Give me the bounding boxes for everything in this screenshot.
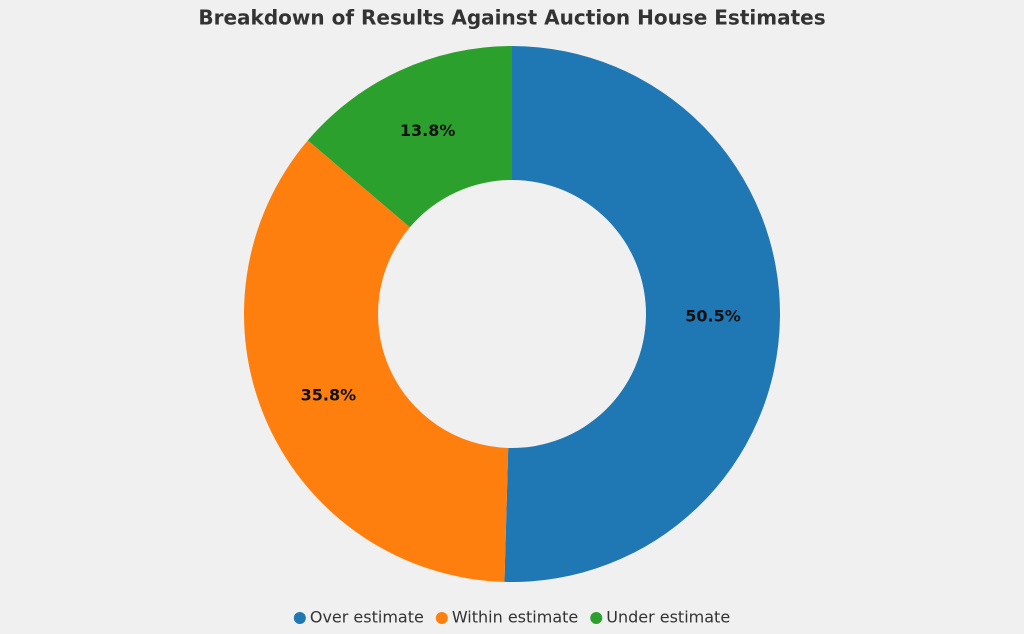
donut-slice [504,46,781,583]
legend: Over estimate Within estimate Under estima… [293,608,730,627]
legend-marker [435,612,448,624]
legend-label: Within estimate [452,608,578,627]
donut-slice [244,140,509,582]
data-label: 50.5% [685,306,741,325]
legend-label: Over estimate [310,608,424,627]
donut-slice [307,45,512,228]
legend-marker [293,612,306,624]
data-label: 35.8% [301,385,357,404]
legend-marker [590,612,603,624]
legend-label: Under estimate [606,608,730,627]
data-label: 13.8% [400,121,456,140]
chart-title: Breakdown of Results Against Auction Hou… [198,6,825,30]
